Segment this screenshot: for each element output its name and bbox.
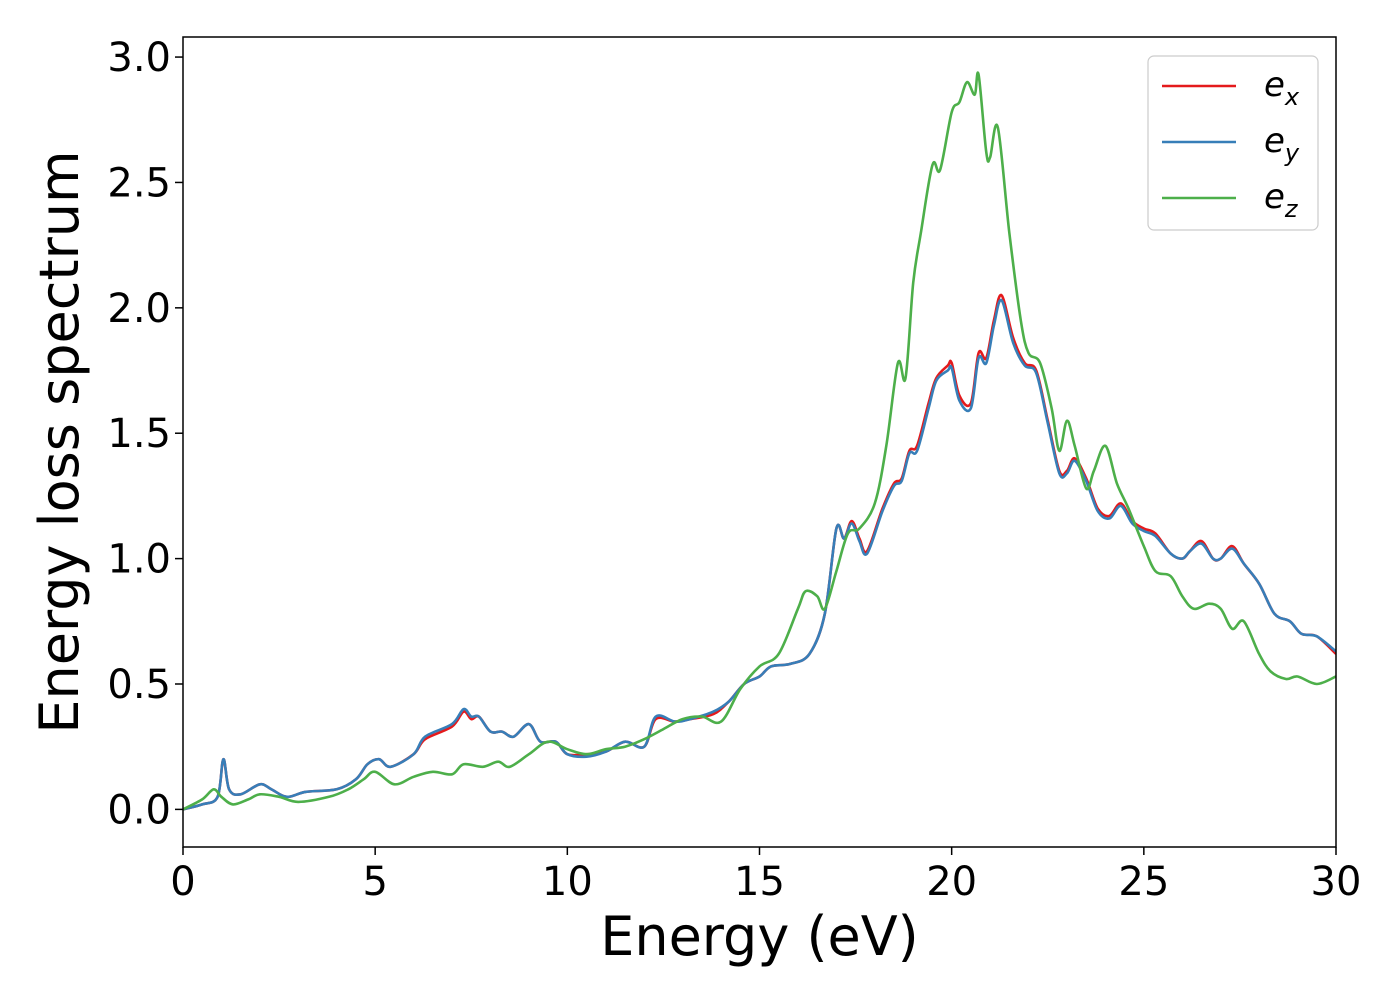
legend-label: ez: [1264, 177, 1299, 223]
tick-layer: 0 5 10 15 20 25 30 0.0 0.5 1.0 1.5 2.0 2.5 3.0: [107, 35, 1361, 905]
y-tick-label: 1.0: [107, 537, 171, 583]
series-line-e-y: [183, 298, 1336, 811]
x-tick-label: 5: [362, 859, 387, 905]
y-tick-label: 1.5: [107, 411, 171, 457]
x-tick-label: 20: [926, 859, 977, 905]
x-axis-label: Energy (eV): [600, 905, 919, 968]
x-tick-label: 0: [170, 859, 195, 905]
series-line-e-z: [183, 71, 1336, 811]
legend: ex ey ez: [1147, 55, 1319, 231]
x-tick-label: 25: [1118, 859, 1169, 905]
y-tick-label: 2.0: [107, 286, 171, 332]
series-line-e-x: [183, 293, 1336, 811]
y-tick-label: 2.5: [107, 160, 171, 206]
x-tick-label: 30: [1311, 859, 1362, 905]
series-layer: [183, 71, 1336, 811]
y-tick-label: 0.5: [107, 662, 171, 708]
y-tick-label: 3.0: [107, 35, 171, 81]
legend-label: ey: [1264, 121, 1300, 167]
x-tick-label: 15: [734, 859, 785, 905]
y-tick-label: 0.0: [107, 787, 171, 833]
x-tick-label: 10: [542, 859, 593, 905]
y-axis-label: Energy loss spectrum: [28, 150, 91, 733]
legend-label: ex: [1264, 65, 1300, 111]
